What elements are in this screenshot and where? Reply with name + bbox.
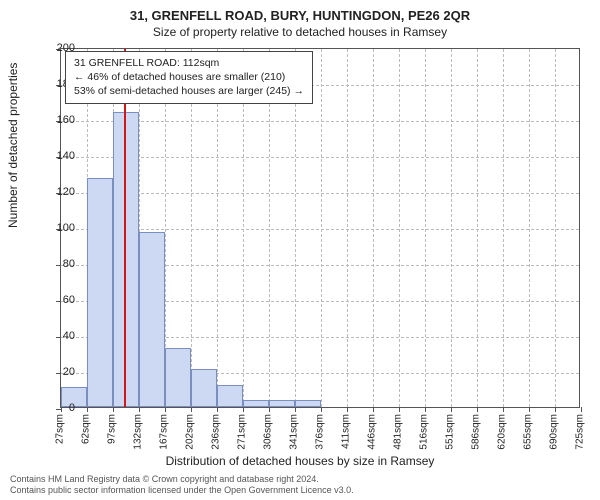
x-tick-label: 27sqm xyxy=(55,414,66,444)
x-tick-label: 725sqm xyxy=(575,414,586,450)
x-tick-mark xyxy=(477,407,478,412)
chart-container: 31, GRENFELL ROAD, BURY, HUNTINGDON, PE2… xyxy=(0,0,600,500)
x-tick-mark xyxy=(165,407,166,412)
annotation-line: ← 46% of detached houses are smaller (21… xyxy=(74,70,304,84)
footer-line2: Contains public sector information licen… xyxy=(10,485,354,496)
y-tick-label: 140 xyxy=(45,150,75,162)
annotation-line: 53% of semi-detached houses are larger (… xyxy=(74,84,304,98)
footer-line1: Contains HM Land Registry data © Crown c… xyxy=(10,474,354,485)
x-tick-mark xyxy=(555,407,556,412)
x-tick-label: 411sqm xyxy=(341,414,352,449)
y-tick-label: 20 xyxy=(45,366,75,378)
x-tick-mark xyxy=(243,407,244,412)
x-tick-mark xyxy=(113,407,114,412)
y-tick-label: 60 xyxy=(45,294,75,306)
y-tick-label: 120 xyxy=(45,186,75,198)
annotation-box: 31 GRENFELL ROAD: 112sqm← 46% of detache… xyxy=(65,51,313,104)
histogram-bar xyxy=(243,400,269,407)
y-tick-label: 80 xyxy=(45,258,75,270)
x-tick-label: 446sqm xyxy=(367,414,378,450)
y-tick-label: 160 xyxy=(45,114,75,126)
x-tick-label: 236sqm xyxy=(211,414,222,450)
x-tick-mark xyxy=(321,407,322,412)
histogram-bar xyxy=(217,385,243,407)
gridline-v xyxy=(425,49,426,407)
gridline-v xyxy=(555,49,556,407)
chart-subtitle: Size of property relative to detached ho… xyxy=(0,23,600,39)
x-tick-mark xyxy=(399,407,400,412)
x-tick-mark xyxy=(269,407,270,412)
x-tick-label: 551sqm xyxy=(445,414,456,450)
x-tick-mark xyxy=(191,407,192,412)
x-tick-mark xyxy=(451,407,452,412)
x-tick-mark xyxy=(139,407,140,412)
x-tick-label: 620sqm xyxy=(497,414,508,450)
x-tick-label: 516sqm xyxy=(419,414,430,450)
gridline-v xyxy=(399,49,400,407)
annotation-line: 31 GRENFELL ROAD: 112sqm xyxy=(74,56,304,70)
histogram-bar xyxy=(165,348,191,407)
x-tick-mark xyxy=(295,407,296,412)
x-tick-label: 690sqm xyxy=(549,414,560,450)
gridline-v xyxy=(451,49,452,407)
histogram-bar xyxy=(191,369,217,407)
chart-title: 31, GRENFELL ROAD, BURY, HUNTINGDON, PE2… xyxy=(0,0,600,23)
x-tick-label: 586sqm xyxy=(471,414,482,450)
x-tick-mark xyxy=(217,407,218,412)
y-tick-label: 0 xyxy=(45,402,75,414)
x-tick-label: 62sqm xyxy=(81,414,92,444)
x-tick-mark xyxy=(425,407,426,412)
y-tick-label: 40 xyxy=(45,330,75,342)
histogram-bar xyxy=(269,400,295,407)
x-axis-label: Distribution of detached houses by size … xyxy=(0,454,600,468)
histogram-bar xyxy=(295,400,321,407)
x-tick-mark xyxy=(529,407,530,412)
x-tick-mark xyxy=(373,407,374,412)
x-tick-label: 306sqm xyxy=(263,414,274,450)
x-tick-mark xyxy=(87,407,88,412)
x-tick-label: 271sqm xyxy=(237,414,248,450)
gridline-v xyxy=(347,49,348,407)
x-tick-label: 132sqm xyxy=(133,414,144,450)
x-tick-label: 655sqm xyxy=(523,414,534,450)
x-tick-mark xyxy=(581,407,582,412)
histogram-bar xyxy=(87,178,113,407)
x-tick-label: 481sqm xyxy=(393,414,404,450)
y-tick-label: 100 xyxy=(45,222,75,234)
x-tick-label: 376sqm xyxy=(315,414,326,450)
x-tick-label: 97sqm xyxy=(107,414,118,444)
histogram-bar xyxy=(139,232,165,407)
x-tick-mark xyxy=(503,407,504,412)
x-tick-mark xyxy=(347,407,348,412)
gridline-v xyxy=(321,49,322,407)
x-tick-label: 202sqm xyxy=(185,414,196,450)
x-tick-label: 167sqm xyxy=(159,414,170,450)
gridline-v xyxy=(529,49,530,407)
y-axis-label: Number of detached properties xyxy=(6,63,20,228)
gridline-v xyxy=(503,49,504,407)
gridline-v xyxy=(373,49,374,407)
gridline-v xyxy=(477,49,478,407)
x-tick-label: 341sqm xyxy=(289,414,300,450)
footer-attribution: Contains HM Land Registry data © Crown c… xyxy=(10,474,354,497)
